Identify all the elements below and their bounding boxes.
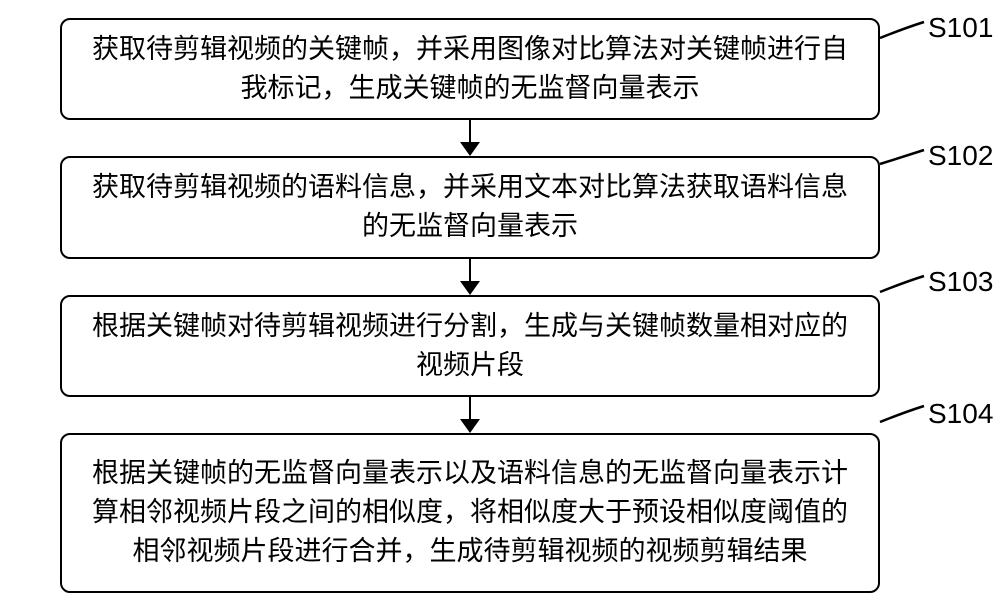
flowchart-container: 获取待剪辑视频的关键帧，并采用图像对比算法对关键帧进行自我标记，生成关键帧的无监… [60,18,880,593]
arrow-head [460,142,480,156]
step-label: S103 [928,266,993,298]
step-label: S102 [928,140,993,172]
flow-step-text: 根据关键帧对待剪辑视频进行分割，生成与关键帧数量相对应的视频片段 [82,307,858,385]
arrow-line [469,259,472,281]
arrow-head [460,419,480,433]
flow-step-box: 获取待剪辑视频的关键帧，并采用图像对比算法对关键帧进行自我标记，生成关键帧的无监… [60,18,880,120]
flow-step-box: 获取待剪辑视频的语料信息，并采用文本对比算法获取语料信息的无监督向量表示 [60,156,880,258]
step-label: S101 [928,12,993,44]
connector-curve [878,274,926,294]
arrow-line [469,120,472,142]
arrow-line [469,397,472,419]
flow-step-text: 获取待剪辑视频的关键帧，并采用图像对比算法对关键帧进行自我标记，生成关键帧的无监… [82,30,858,108]
arrow-head [460,281,480,295]
connector-curve [878,148,926,166]
step-label: S104 [928,398,993,430]
flow-step-text: 获取待剪辑视频的语料信息，并采用文本对比算法获取语料信息的无监督向量表示 [82,168,858,246]
flow-step-box: 根据关键帧的无监督向量表示以及语料信息的无监督向量表示计算相邻视频片段之间的相似… [60,433,880,593]
connector-curve [878,404,926,424]
connector-curve [878,20,926,40]
flow-step-text: 根据关键帧的无监督向量表示以及语料信息的无监督向量表示计算相邻视频片段之间的相似… [82,454,858,571]
flow-step-box: 根据关键帧对待剪辑视频进行分割，生成与关键帧数量相对应的视频片段 [60,295,880,397]
